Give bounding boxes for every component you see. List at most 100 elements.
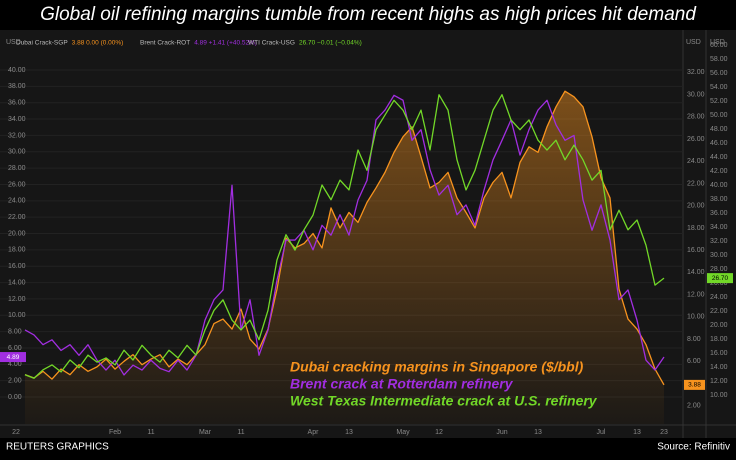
value-tag: [684, 379, 705, 390]
y-tick-label: 46.00: [710, 140, 728, 147]
y-tick-label: 26.00: [687, 136, 705, 143]
y-tick-label: 60.00: [710, 42, 728, 49]
y-tick-label: 56.00: [710, 70, 728, 77]
area: [25, 91, 664, 424]
legend-item: WTI Crack-USG 26.70 −0.01 (−0.04%): [248, 40, 362, 47]
y-tick-label: 22.00: [687, 180, 705, 187]
y-tick-label: 32.00: [710, 238, 728, 245]
chart-title: Global oil refining margins tumble from …: [40, 4, 697, 25]
y-tick-label: 52.00: [710, 98, 728, 105]
y-tick-label: 24.00: [8, 198, 26, 205]
y-tick-label: 18.00: [710, 336, 728, 343]
y-tick-label: 40.00: [8, 67, 26, 74]
y-tick-label: 22.00: [8, 214, 26, 221]
footer-source: Source: Refinitiv: [657, 442, 730, 453]
x-tick-label: Apr: [308, 429, 320, 436]
y-tick-label: 16.00: [8, 263, 26, 270]
y-tick-label: 28.00: [8, 165, 26, 172]
y-tick-label: 54.00: [710, 84, 728, 91]
y-tick-label: 4.00: [8, 361, 22, 368]
annotation: Brent crack at Rotterdam refinery: [290, 376, 514, 392]
y-tick-label: 12.00: [687, 291, 705, 298]
annotation: Dubai cracking margins in Singapore ($/b…: [290, 359, 584, 375]
y-tick-label: 12.00: [8, 296, 26, 303]
axis-unit: USD: [6, 39, 21, 46]
y-tick-label: 22.00: [710, 308, 728, 315]
y-tick-label: 6.00: [8, 345, 22, 352]
legend-item: Dubai Crack-SGP 3.88 0.00 (0.00%): [16, 40, 123, 47]
value-tag-label: 3.88: [688, 382, 701, 389]
line: [24, 90, 665, 386]
legend-values: 4.89 +1.41 (+40.52%): [194, 40, 257, 47]
y-tick-label: 20.00: [687, 203, 705, 210]
y-tick-label: 32.00: [687, 69, 705, 76]
y-tick-label: 26.00: [8, 181, 26, 188]
y-tick-label: 28.00: [710, 266, 728, 273]
x-tick-label: 11: [237, 429, 244, 436]
y-tick-label: 2.00: [687, 403, 701, 410]
y-tick-label: 12.00: [710, 378, 728, 385]
legend-item: Brent Crack-ROT 4.89 +1.41 (+40.52%): [140, 40, 257, 47]
y-tick-label: 32.00: [8, 132, 26, 139]
y-tick-label: 6.00: [687, 358, 701, 365]
legend-values: 26.70 −0.01 (−0.04%): [299, 40, 362, 47]
y-tick-label: 10.00: [687, 314, 705, 321]
legend-values: 3.88 0.00 (0.00%): [72, 40, 124, 47]
y-tick-label: 2.00: [8, 378, 22, 385]
x-tick-label: 13: [534, 429, 542, 436]
y-tick-label: 44.00: [710, 154, 728, 161]
y-tick-label: 14.00: [687, 269, 705, 276]
legend-name: WTI Crack-USG: [248, 40, 295, 47]
y-tick-label: 16.00: [687, 247, 705, 254]
y-tick-label: 40.00: [710, 182, 728, 189]
y-tick-label: 50.00: [710, 112, 728, 119]
value-tag: [0, 352, 26, 363]
x-tick-label: 22: [12, 429, 20, 436]
y-tick-label: 28.00: [687, 114, 705, 121]
y-tick-label: 34.00: [8, 116, 26, 123]
y-tick-label: 14.00: [710, 364, 728, 371]
x-tick-label: Mar: [199, 429, 212, 436]
legend-name: Dubai Crack-SGP: [16, 40, 68, 47]
y-tick-label: 14.00: [8, 279, 26, 286]
x-tick-label: Feb: [109, 429, 121, 436]
y-tick-label: 10.00: [8, 312, 26, 319]
y-tick-label: 42.00: [710, 168, 728, 175]
x-tick-label: 12: [435, 429, 443, 436]
line: [24, 94, 665, 379]
y-tick-label: 34.00: [710, 224, 728, 231]
y-tick-label: 36.00: [8, 100, 26, 107]
x-tick-label: 13: [633, 429, 641, 436]
y-tick-label: 8.00: [8, 328, 22, 335]
line: [24, 94, 665, 376]
y-tick-label: 20.00: [710, 322, 728, 329]
y-tick-label: 18.00: [8, 247, 26, 254]
x-tick-label: 23: [660, 429, 668, 436]
x-tick-label: 13: [345, 429, 353, 436]
y-tick-label: 10.00: [710, 392, 728, 399]
axis-unit: USD: [686, 39, 701, 46]
x-tick-label: May: [396, 429, 410, 436]
x-tick-label: Jul: [597, 429, 606, 436]
y-tick-label: 18.00: [687, 225, 705, 232]
y-tick-label: 30.00: [710, 252, 728, 259]
y-tick-label: 20.00: [8, 230, 26, 237]
axis-unit: USD: [710, 39, 725, 46]
y-tick-label: 38.00: [8, 83, 26, 90]
y-tick-label: 8.00: [687, 336, 701, 343]
y-tick-label: 36.00: [710, 210, 728, 217]
y-tick-label: 24.00: [710, 294, 728, 301]
y-tick-label: 24.00: [687, 158, 705, 165]
y-tick-label: 30.00: [687, 91, 705, 98]
y-tick-label: 30.00: [8, 149, 26, 156]
y-tick-label: 26.00: [710, 280, 728, 287]
x-tick-label: 11: [147, 429, 154, 436]
y-tick-label: 48.00: [710, 126, 728, 133]
x-tick-label: Jun: [496, 429, 507, 436]
y-tick-label: 38.00: [710, 196, 728, 203]
legend-name: Brent Crack-ROT: [140, 40, 190, 47]
y-tick-label: 0.00: [8, 394, 22, 401]
annotation: West Texas Intermediate crack at U.S. re…: [290, 393, 598, 409]
y-tick-label: 16.00: [710, 350, 728, 357]
